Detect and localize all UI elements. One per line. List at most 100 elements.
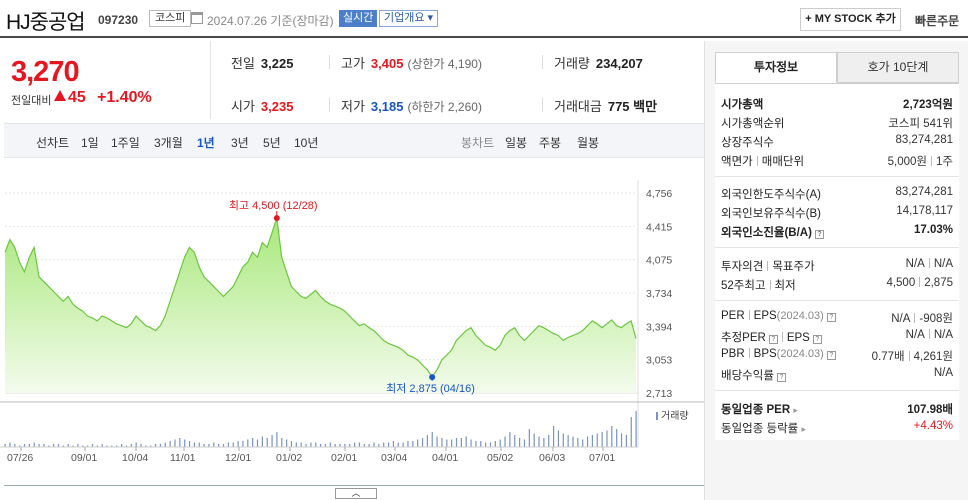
volume-bar <box>188 441 191 447</box>
period-1w[interactable]: 1주일 <box>111 136 140 150</box>
x-tick-label: 07/01 <box>589 452 615 464</box>
row-value: 2,723억원 <box>903 99 953 111</box>
row-value: +4.43% <box>913 420 953 432</box>
up-arrow-icon <box>54 90 66 101</box>
volume-label: 거래량 <box>661 410 689 422</box>
stat-label: 전일 <box>231 56 255 71</box>
volume-bar <box>586 436 589 447</box>
volume-bar <box>344 444 346 447</box>
volume-bar <box>538 436 540 447</box>
period-3y[interactable]: 3년 <box>231 136 249 150</box>
tab-investment-info[interactable]: 투자정보 <box>715 52 837 83</box>
volume-bar <box>480 441 482 447</box>
row-value: N/A <box>891 313 911 325</box>
volume-bar <box>222 444 225 447</box>
row-value: 14,178,117 <box>896 205 953 217</box>
row-label: 동일업종 PER <box>721 404 791 416</box>
help-icon[interactable]: ? <box>814 230 824 239</box>
volume-bar <box>77 444 79 447</box>
volume-bar <box>635 411 637 447</box>
period-1y[interactable]: 1년 <box>197 136 215 150</box>
chart-scroll-row: ︿ <box>4 485 704 500</box>
row-label: 투자의견 <box>721 261 764 273</box>
volume-bar <box>232 442 234 447</box>
volume-bar <box>193 442 195 447</box>
help-icon[interactable]: ? <box>768 335 778 344</box>
quick-order-button[interactable]: 빠른주문 <box>915 14 960 28</box>
row-value: N/A <box>933 367 953 379</box>
volume-bar <box>305 444 307 447</box>
row-est-per-eps: 추정PER? EPS? N/A N/A <box>721 329 957 347</box>
price-line <box>4 217 637 379</box>
y-tick-label: 2,713 <box>646 388 672 400</box>
volume-bar <box>300 442 302 447</box>
row-label-2: EPS <box>786 332 810 344</box>
volume-bar <box>169 441 171 447</box>
volume-bar <box>601 432 603 447</box>
row-sector-change[interactable]: 동일업종 등락률 ▸ +4.43% <box>721 420 953 435</box>
volume-bar <box>383 442 385 447</box>
volume-bar <box>373 442 375 447</box>
period-1d[interactable]: 1일 <box>81 136 99 150</box>
candle-weekly[interactable]: 주봉 <box>539 136 562 150</box>
row-label-period: (2024.03) <box>776 310 824 322</box>
y-tick-label: 3,734 <box>646 288 672 300</box>
tab-order-book[interactable]: 호가 10단계 <box>837 52 959 83</box>
row-value: N/A <box>905 329 925 341</box>
volume-bar <box>310 442 312 447</box>
row-sector-per[interactable]: 동일업종 PER ▸ 107.98배 <box>721 401 957 419</box>
candle-daily[interactable]: 일봉 <box>505 136 528 150</box>
volume-bar <box>339 444 341 447</box>
volume-bar <box>543 438 545 447</box>
row-label: 시가총액 <box>721 99 764 111</box>
help-icon[interactable]: ? <box>812 335 822 344</box>
realtime-button[interactable]: 실시간 <box>339 10 378 27</box>
candle-monthly[interactable]: 월봉 <box>577 136 600 150</box>
row-value-2: N/A <box>933 329 953 341</box>
volume-bar <box>402 442 404 447</box>
row-label: 추정PER <box>721 332 766 344</box>
row-value: 0.77배 <box>871 351 905 363</box>
x-tick-label: 09/01 <box>71 452 97 464</box>
volume-bar <box>499 439 501 447</box>
side-panel: 투자정보 호가 10단계 시가총액 2,723억원 시가총액순위 코스피 541위 … <box>704 41 968 500</box>
period-10y[interactable]: 10년 <box>294 136 319 150</box>
volume-bar <box>57 444 60 447</box>
row-label-2: 최저 <box>774 280 796 292</box>
volume-bar <box>174 439 176 447</box>
volume-bar <box>87 445 89 447</box>
volume-bar <box>184 439 186 447</box>
help-icon[interactable]: ? <box>826 313 836 322</box>
volume-bar <box>281 438 283 447</box>
volume-bar <box>290 441 293 447</box>
volume-bar <box>135 442 137 447</box>
stat-label: 거래대금 <box>554 99 602 114</box>
row-value: 코스피 541위 <box>888 118 953 130</box>
volume-bar <box>611 426 613 447</box>
row-value-2: 2,875 <box>924 277 953 289</box>
volume-bar <box>363 444 365 447</box>
volume-bar <box>397 442 399 447</box>
volume-bar <box>548 435 550 447</box>
volume-bar <box>91 444 94 447</box>
add-mystock-button[interactable]: + MY STOCK 추가 <box>800 8 901 31</box>
period-3m[interactable]: 3개월 <box>154 136 183 150</box>
market-badge: 코스피 <box>149 10 192 27</box>
company-overview-dropdown[interactable]: 기업개요 ▾ <box>379 10 439 27</box>
help-icon[interactable]: ? <box>776 373 786 382</box>
volume-bar <box>154 444 157 447</box>
row-value-2: N/A <box>933 258 953 270</box>
volume-bar <box>101 444 103 447</box>
x-tick-label: 03/04 <box>381 452 407 464</box>
volume-bar <box>577 438 579 447</box>
row-pbr-bps: PBR BPS(2024.03)? 0.77배 4,261원 <box>721 348 957 366</box>
expand-chart-button[interactable]: ︿ <box>335 488 377 499</box>
volume-bar <box>353 442 356 447</box>
calendar-icon <box>191 12 203 24</box>
period-5y[interactable]: 5년 <box>263 136 281 150</box>
help-icon[interactable]: ? <box>826 351 836 360</box>
volume-bar <box>562 433 564 447</box>
price-chart[interactable]: 4,756 4,415 4,075 3,734 3,394 3,053 2,713 최고 4,… <box>0 165 704 465</box>
row-label: 동일업종 등락률 <box>721 423 799 435</box>
x-tick-label: 06/03 <box>539 452 565 464</box>
